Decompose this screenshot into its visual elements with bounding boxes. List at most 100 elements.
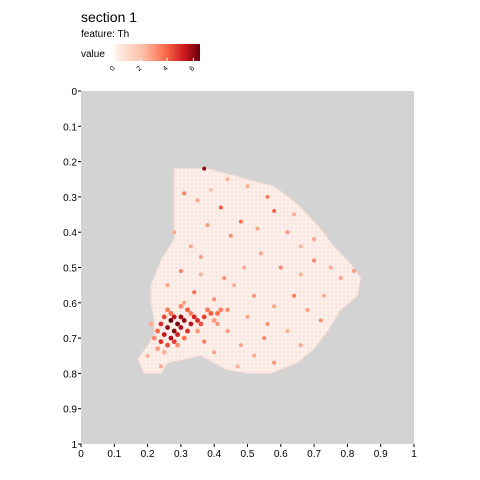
scatter-point [225,177,230,182]
hotspot-point [188,321,194,327]
chart-subtitle: feature: Th [81,29,129,40]
hotspot-point [175,321,180,327]
scatter-point [192,290,197,295]
hotspot-point [178,314,184,320]
scatter-point [222,276,227,281]
hotspot-point [168,318,174,323]
scatter-point [298,272,303,277]
x-tick-label: 0.2 [141,449,155,460]
tissue-region [137,168,362,374]
scatter-point [255,226,260,231]
x-tick-label: 0.8 [340,449,354,460]
legend-ticks: 0 2 4 6 [109,58,196,73]
hotspot-point [161,314,167,320]
scatter-point [212,350,217,355]
hotspot-point [171,339,177,345]
scatter-point [145,353,150,358]
hotspot-point [211,318,217,323]
scatter-point [198,272,203,277]
scatter-point [285,329,290,334]
hotspot-point [165,307,170,313]
hotspot-point [155,328,160,334]
scatter-point [352,269,357,274]
scatter-point [205,223,210,228]
scatter-point [262,336,267,341]
x-tick-label: 0.1 [107,449,121,460]
y-tick-label: 0.2 [63,158,77,169]
y-axis: 0 0.1 0.2 0.3 0.4 0.5 0.6 0.7 0.8 0.9 1 [63,87,81,451]
scatter-point [178,269,183,274]
scatter-point [252,293,257,298]
scatter-point [252,353,257,358]
legend-tick-label: 2 [136,65,144,73]
x-tick-label: 0.9 [374,449,388,460]
scatter-point [242,265,247,270]
x-tick-label: 0.5 [241,449,255,460]
x-tick-label: 1 [411,449,417,460]
scatter-point [208,187,213,192]
scatter-point [182,191,187,196]
scatter-point [188,244,193,249]
hotspot-point [178,303,184,309]
scatter-point [312,258,317,263]
scatter-point [172,230,177,235]
scatter-point [225,329,230,334]
hotspot-point [168,335,174,341]
scatter-point [238,219,243,224]
panel-content [137,166,362,374]
scatter-point [182,300,187,305]
hotspot-point [188,310,194,316]
y-tick-label: 0.4 [63,228,77,239]
hotspot-point [158,321,164,327]
scatter-point [292,212,297,217]
legend-tick-label: 0 [109,65,117,73]
scatter-point [272,360,277,365]
x-tick-label: 0.7 [307,449,321,460]
scatter-point [312,237,317,242]
hotspot-point [185,307,190,313]
scatter-point [198,254,203,259]
scatter-point [265,321,270,326]
hotspot-point [175,342,180,348]
scatter-point [158,364,163,369]
x-tick-label: 0.6 [274,449,288,460]
hotspot-point [195,328,200,334]
x-tick-label: 0.3 [174,449,188,460]
scatter-point [285,230,290,235]
scatter-point [292,293,297,298]
scatter-point [265,194,270,199]
scatter-point [338,276,343,281]
hotspot-point [185,328,190,334]
scatter-point [298,244,303,249]
hotspot-point [178,325,184,330]
hotspot-point [151,335,157,341]
scatter-point [305,307,310,312]
hotspot-point [148,321,154,327]
scatter-point [215,321,220,326]
hotspot-point [218,307,224,313]
y-tick-label: 0.9 [63,405,77,416]
scatter-point [202,166,207,171]
legend-tick-label: 4 [162,65,170,73]
chart-title: section 1 [81,9,137,25]
scatter-point [245,184,250,189]
hotspot-point [171,314,177,320]
y-tick-label: 0.6 [63,299,77,310]
hotspot-point [171,328,177,334]
hotspot-point [181,335,187,341]
scatter-point [328,265,333,270]
scatter-point [238,343,243,348]
hotspot-point [175,332,180,337]
hotspot-point [165,325,170,330]
scatter-point [258,251,263,256]
y-tick-label: 0.5 [63,264,77,275]
hotspot-point [195,318,200,323]
x-axis: 0 0.1 0.2 0.3 0.4 0.5 0.6 0.7 0.8 0.9 1 [78,444,417,460]
x-tick-label: 0.4 [207,449,221,460]
y-tick-label: 0.8 [63,369,77,380]
x-tick-label: 0 [78,449,84,460]
hotspot-point [155,346,160,352]
scatter-point [318,318,323,323]
scatter-point [232,283,237,288]
